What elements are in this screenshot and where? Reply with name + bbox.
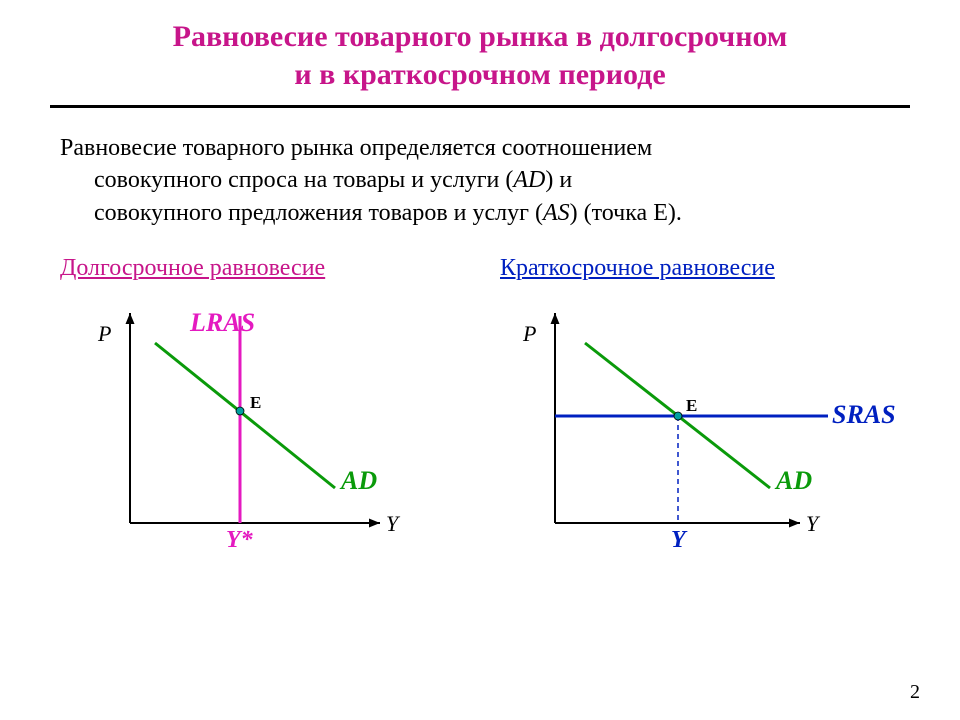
left-chart: P Y LRAS Y* AD E <box>60 288 440 558</box>
left-heading: Долгосрочное равновесие <box>60 255 460 282</box>
left-y-axis-label: Y <box>386 511 398 537</box>
title-line-2: и в краткосрочном периоде <box>294 58 665 91</box>
body-b: совокупного спроса на товары и услуги ( <box>94 167 513 193</box>
right-y-axis-label: Y <box>806 511 818 537</box>
left-chart-col: Долгосрочное равновесие P Y LRAS Y* AD E <box>60 255 460 558</box>
body-d: совокупного предложения товаров и услуг … <box>94 200 543 226</box>
body-c: ) и <box>545 167 572 193</box>
right-sras-label: SRAS <box>832 400 896 430</box>
body-a: Равновесие товарного рынка определяется … <box>60 135 652 161</box>
right-eq-label: E <box>686 396 697 416</box>
right-ybar-label: Y <box>671 527 686 554</box>
right-ad-label: AD <box>776 466 812 496</box>
left-ystar-label: Y* <box>226 527 253 554</box>
right-chart: P Y SRAS AD Y E <box>500 288 880 558</box>
left-p-axis-label: P <box>98 321 111 347</box>
body-text: Равновесие товарного рынка определяется … <box>60 132 900 229</box>
body-e: ) (точка Е). <box>570 200 682 226</box>
slide-title: Равновесие товарного рынка в долгосрочно… <box>50 18 910 93</box>
body-ad: AD <box>513 167 545 193</box>
body-as: AS <box>543 200 570 226</box>
left-eq-label: E <box>250 393 261 413</box>
page-number: 2 <box>910 681 920 704</box>
right-heading: Краткосрочное равновесие <box>500 255 900 282</box>
right-p-axis-label: P <box>523 321 536 347</box>
charts-row: Долгосрочное равновесие P Y LRAS Y* AD E… <box>60 255 900 558</box>
right-chart-svg <box>500 288 880 558</box>
title-rule <box>50 105 910 108</box>
left-lras-label: LRAS <box>190 308 255 338</box>
right-chart-col: Краткосрочное равновесие P Y SRAS AD Y E <box>500 255 900 558</box>
title-line-1: Равновесие товарного рынка в долгосрочно… <box>173 20 788 53</box>
left-ad-label: AD <box>341 466 377 496</box>
